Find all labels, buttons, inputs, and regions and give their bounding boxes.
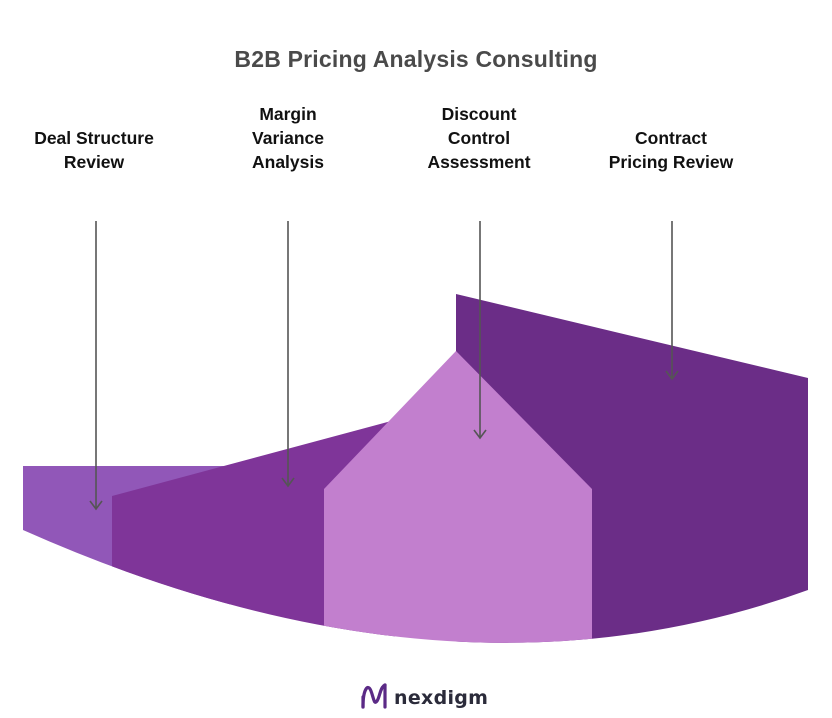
nexdigm-logo-icon <box>360 681 388 716</box>
arrow-head-deal-structure-review <box>89 500 103 511</box>
segment-label-margin-variance-analysis: Margin Variance Analysis <box>252 104 324 172</box>
segment-label-deal-structure-review: Deal Structure Review <box>34 128 154 172</box>
segment-discount-control-assessment <box>324 351 592 643</box>
brand-name: nexdigm <box>394 687 489 709</box>
segment-label-discount-control-assessment: Discount Control Assessment <box>427 104 531 172</box>
brand-logo: nexdigm <box>360 681 489 716</box>
arrow-head-margin-variance-analysis <box>281 477 295 488</box>
segment-label-contract-pricing-review: Contract Pricing Review <box>608 128 734 172</box>
arrow-head-discount-control-assessment <box>473 429 487 440</box>
arrow-head-contract-pricing-review <box>665 370 679 381</box>
page-title: B2B Pricing Analysis Consulting <box>234 46 598 72</box>
